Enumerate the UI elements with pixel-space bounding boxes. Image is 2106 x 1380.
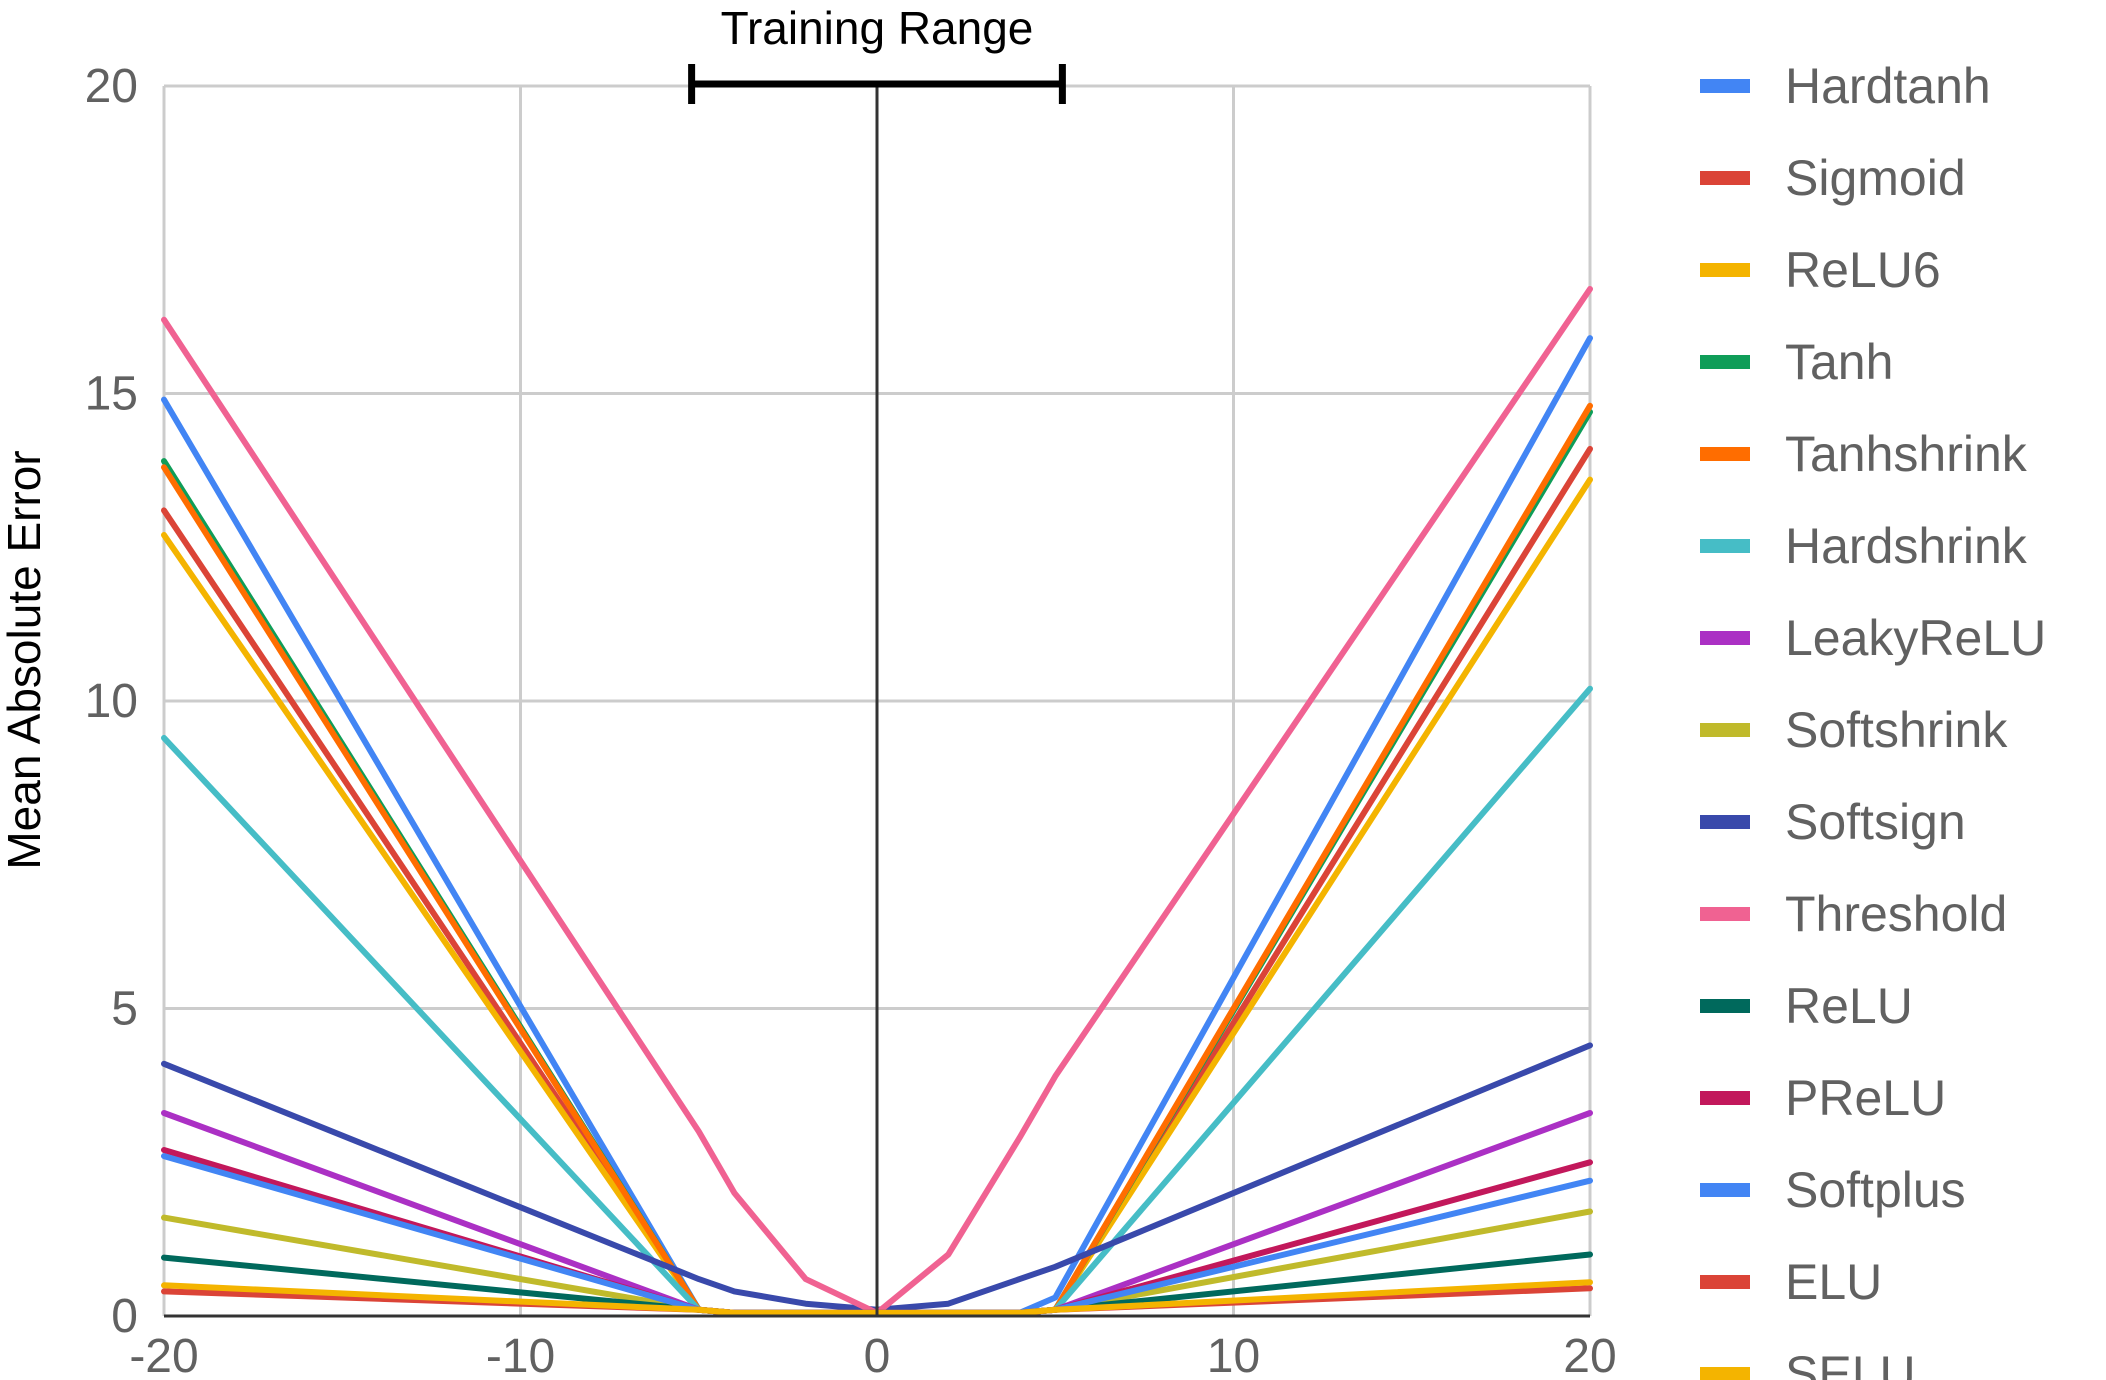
x-tick-label-2: 0 (864, 1330, 891, 1380)
legend-swatch-softsign (1700, 815, 1750, 829)
legend-swatch-elu (1700, 1275, 1750, 1289)
legend-swatch-relu6 (1700, 263, 1750, 277)
legend-label-relu6: ReLU6 (1785, 242, 1941, 298)
legend-label-hardtanh: Hardtanh (1785, 58, 1991, 114)
legend-label-softsign: Softsign (1785, 794, 1966, 850)
x-tick-label-3: 10 (1207, 1330, 1260, 1380)
axes (164, 86, 1590, 1318)
legend-label-leakyrelu: LeakyReLU (1785, 610, 2046, 666)
legend-swatch-hardshrink (1700, 539, 1750, 553)
legend-label-relu: ReLU (1785, 978, 1913, 1034)
legend: Hardtanh Sigmoid ReLU6 Tanh Tanhshrink Hardsh… (1700, 58, 2046, 1380)
y-tick-label-1: 5 (111, 983, 138, 1036)
legend-label-selu: SELU (1785, 1346, 1916, 1380)
legend-swatch-threshold (1700, 907, 1750, 921)
y-tick-label-4: 20 (85, 60, 138, 113)
x-tick-label-4: 20 (1563, 1330, 1616, 1380)
legend-swatch-tanh (1700, 355, 1750, 369)
legend-swatch-selu (1700, 1367, 1750, 1380)
training-range-label: Training Range (721, 2, 1034, 54)
y-tick-label-3: 15 (85, 368, 138, 421)
legend-swatch-relu (1700, 999, 1750, 1013)
legend-swatch-leakyrelu (1700, 631, 1750, 645)
x-tick-label-0: -20 (129, 1330, 198, 1380)
legend-label-softplus: Softplus (1785, 1162, 1966, 1218)
legend-swatch-prelu (1700, 1091, 1750, 1105)
legend-label-softshrink: Softshrink (1785, 702, 2008, 758)
legend-swatch-hardtanh (1700, 79, 1750, 93)
legend-label-tanhshrink: Tanhshrink (1785, 426, 2028, 482)
legend-label-hardshrink: Hardshrink (1785, 518, 2028, 574)
legend-label-sigmoid: Sigmoid (1785, 150, 1966, 206)
tick-labels: -20 -10 0 10 20 0 5 10 15 20 (85, 60, 1617, 1380)
legend-swatch-sigmoid (1700, 171, 1750, 185)
y-tick-label-0: 0 (111, 1290, 138, 1343)
legend-swatch-softplus (1700, 1183, 1750, 1197)
training-range-annotation: Training Range (688, 2, 1066, 104)
legend-swatch-softshrink (1700, 723, 1750, 737)
legend-label-elu: ELU (1785, 1254, 1882, 1310)
legend-label-tanh: Tanh (1785, 334, 1893, 390)
y-tick-label-2: 10 (85, 675, 138, 728)
legend-label-prelu: PReLU (1785, 1070, 1946, 1126)
y-axis-label: Mean Absolute Error (0, 450, 50, 869)
legend-swatch-tanhshrink (1700, 447, 1750, 461)
legend-label-threshold: Threshold (1785, 886, 2007, 942)
x-tick-label-1: -10 (486, 1330, 555, 1380)
